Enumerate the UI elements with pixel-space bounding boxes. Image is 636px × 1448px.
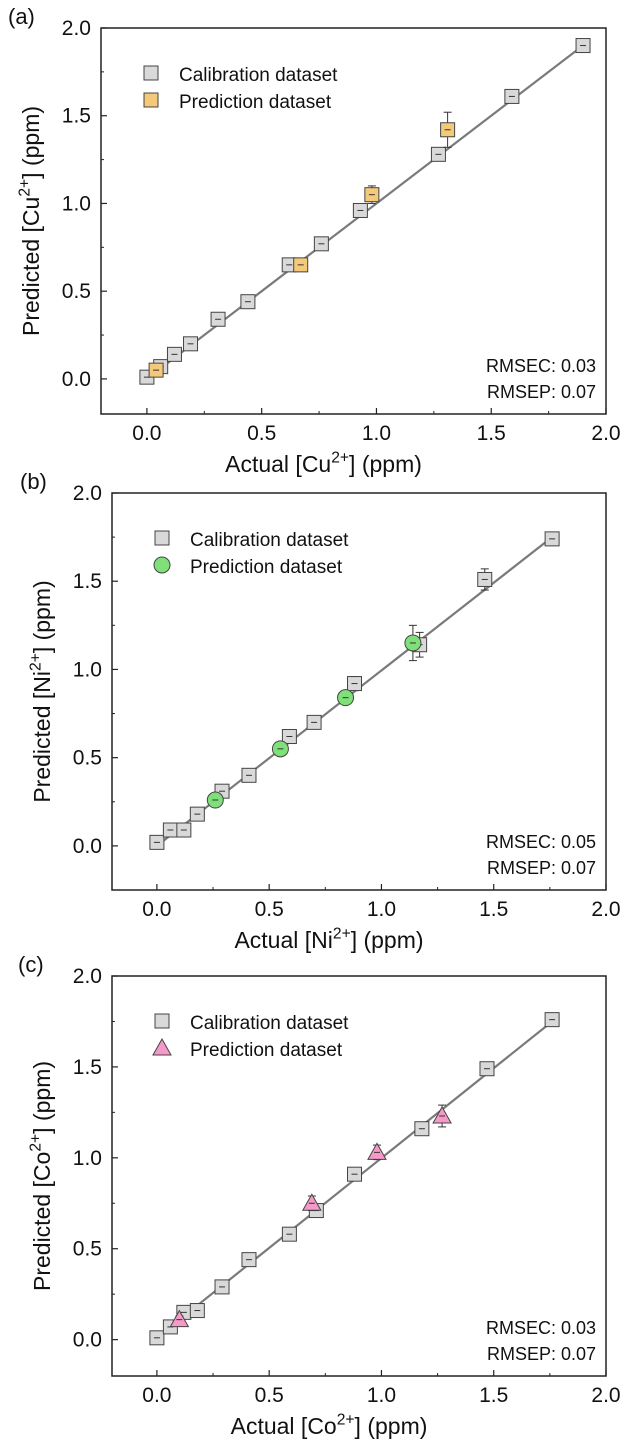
metric-annotation: RMSEP: 0.07 <box>487 382 596 402</box>
x-tick-label: 0.5 <box>255 898 284 921</box>
x-tick-label: 1.0 <box>367 898 396 921</box>
y-tick-label: 1.0 <box>62 192 91 215</box>
y-axis-label-suffix: ] (ppm) <box>29 580 55 653</box>
x-tick-label: 0.5 <box>255 1384 284 1407</box>
x-axis-label-sup: 2+ <box>337 1411 355 1428</box>
legend-marker <box>154 530 170 546</box>
series-1 <box>148 111 456 378</box>
x-axis-label-suffix: ] (ppm) <box>355 1413 428 1439</box>
y-axis-label-prefix: Predicted [Ni <box>29 671 55 803</box>
data-point <box>432 1105 452 1124</box>
panel-0: (a) 0.0 0.5 1.0 1.5 2.0 0.0 0.5 1.0 1.5 2.0 Calibra… <box>8 4 621 445</box>
legend-label: Calibration dataset <box>190 1013 349 1034</box>
metric-annotation: RMSEP: 0.07 <box>487 858 596 878</box>
x-axis-label: Actual [Cu2+] (ppm) <box>225 449 422 477</box>
data-point <box>367 1142 387 1160</box>
data-point <box>169 1309 190 1328</box>
x-axis-label-suffix: ] (ppm) <box>351 927 424 953</box>
series-1 <box>206 624 422 809</box>
metric-annotation: RMSEC: 0.03 <box>486 1318 596 1338</box>
y-tick-label: 0.5 <box>62 280 91 303</box>
y-axis-label-suffix: ] (ppm) <box>18 106 44 179</box>
x-tick-label: 1.0 <box>367 1384 396 1407</box>
legend: Calibration dataset Prediction dataset <box>153 530 349 578</box>
y-tick-label: 2.0 <box>73 965 102 988</box>
metric-annotation: RMSEC: 0.03 <box>486 356 596 376</box>
y-tick-label: 0.5 <box>73 1238 102 1261</box>
y-axis-label-sup: 2+ <box>16 179 33 197</box>
panel-1: (b) 0.0 0.5 1.0 1.5 2.0 0.0 0.5 1.0 1.5 2.0 Calibra… <box>20 469 621 921</box>
y-tick-label: 1.5 <box>73 570 102 593</box>
x-tick-label: 0.5 <box>247 422 276 445</box>
y-tick-label: 1.0 <box>73 658 102 681</box>
x-tick-label: 1.0 <box>362 422 391 445</box>
y-axis-label-prefix: Predicted [Co <box>29 1152 55 1291</box>
panel-label: (b) <box>20 469 47 494</box>
y-axis-label: Predicted [Ni2+] (ppm) <box>27 580 55 802</box>
x-tick-label: 2.0 <box>591 422 620 445</box>
x-tick-label: 0.0 <box>142 1384 171 1407</box>
y-axis-label-prefix: Predicted [Cu <box>18 197 44 336</box>
y-tick-label: 2.0 <box>73 482 102 505</box>
y-tick-label: 2.0 <box>62 17 91 40</box>
legend-marker <box>154 1013 170 1029</box>
x-tick-label: 1.5 <box>479 898 508 921</box>
x-axis-label-suffix: ] (ppm) <box>349 451 422 477</box>
y-axis-label-suffix: ] (ppm) <box>29 1061 55 1134</box>
y-tick-label: 1.0 <box>73 1147 102 1170</box>
y-tick-label: 0.5 <box>73 747 102 770</box>
y-axis-label: Predicted [Co2+] (ppm) <box>27 1061 55 1291</box>
x-tick-label: 1.5 <box>477 422 506 445</box>
legend-marker <box>143 65 159 81</box>
legend: Calibration dataset Prediction dataset <box>152 1013 349 1061</box>
x-axis-label: Actual [Co2+] (ppm) <box>231 1411 428 1439</box>
legend-label: Calibration dataset <box>190 530 349 551</box>
panel-2: (c) 0.0 0.5 1.0 1.5 2.0 0.0 0.5 1.0 1.5 2.0 Calibra… <box>18 952 621 1407</box>
y-axis-label-sup: 2+ <box>27 1134 44 1152</box>
metric-annotation: RMSEP: 0.07 <box>487 1344 596 1364</box>
x-axis-label-prefix: Actual [Co <box>231 1413 337 1439</box>
legend-label: Calibration dataset <box>179 65 338 86</box>
plot-frame <box>100 27 607 415</box>
y-tick-label: 0.0 <box>62 368 91 391</box>
x-tick-label: 1.5 <box>479 1384 508 1407</box>
legend-marker <box>152 1037 172 1056</box>
plot-frame <box>111 492 607 891</box>
x-axis-label-sup: 2+ <box>331 449 349 466</box>
y-tick-label: 1.5 <box>62 105 91 128</box>
y-tick-label: 1.5 <box>73 1056 102 1079</box>
legend-label: Prediction dataset <box>190 1040 343 1061</box>
x-tick-label: 2.0 <box>591 898 620 921</box>
x-axis-label-prefix: Actual [Ni <box>234 927 332 953</box>
legend-marker <box>153 556 171 574</box>
x-tick-label: 0.0 <box>142 898 171 921</box>
x-axis-label-sup: 2+ <box>333 925 351 942</box>
x-tick-label: 2.0 <box>591 1384 620 1407</box>
plot-frame <box>111 975 607 1377</box>
x-axis-label-prefix: Actual [Cu <box>225 451 331 477</box>
x-tick-label: 0.0 <box>132 422 161 445</box>
metric-annotation: RMSEC: 0.05 <box>486 832 596 852</box>
series-1 <box>169 1104 452 1328</box>
panel-label: (c) <box>18 952 44 977</box>
legend-label: Prediction dataset <box>190 557 343 578</box>
y-tick-label: 0.0 <box>73 1329 102 1352</box>
data-point <box>301 1193 322 1211</box>
legend-label: Prediction dataset <box>179 92 332 113</box>
x-axis-label: Actual [Ni2+] (ppm) <box>234 925 423 953</box>
y-axis-label-sup: 2+ <box>27 653 44 671</box>
y-tick-label: 0.0 <box>73 835 102 858</box>
y-axis-label: Predicted [Cu2+] (ppm) <box>16 106 44 336</box>
legend: Calibration dataset Prediction dataset <box>143 65 338 113</box>
legend-marker <box>143 92 159 108</box>
panel-label: (a) <box>8 4 35 29</box>
